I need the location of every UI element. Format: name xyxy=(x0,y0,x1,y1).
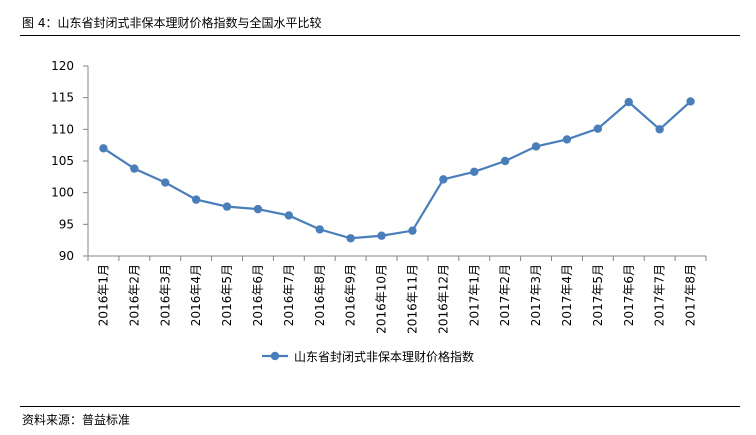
x-tick-label: 2016年1月 xyxy=(96,264,110,326)
data-point xyxy=(439,175,448,184)
data-point xyxy=(130,164,139,173)
x-tick-label: 2016年11月 xyxy=(405,264,419,334)
x-tick-label: 2017年4月 xyxy=(560,264,574,326)
title-divider xyxy=(20,35,740,36)
y-tick-label: 110 xyxy=(51,122,74,136)
x-tick-label: 2016年5月 xyxy=(220,264,234,326)
y-tick-label: 115 xyxy=(51,91,74,105)
x-tick-label: 2016年12月 xyxy=(436,264,450,334)
x-tick-label: 2016年2月 xyxy=(127,264,141,326)
x-tick-label: 2016年4月 xyxy=(189,264,203,326)
source-note: 资料来源：普益标准 xyxy=(22,413,131,427)
data-point xyxy=(315,225,324,234)
x-tick-label: 2017年1月 xyxy=(467,264,481,326)
data-point xyxy=(500,156,510,166)
data-point xyxy=(222,202,232,211)
data-point xyxy=(624,97,633,107)
y-tick-label: 120 xyxy=(51,59,74,73)
data-point xyxy=(284,211,294,220)
x-tick-label: 2017年7月 xyxy=(653,264,667,326)
data-point xyxy=(191,195,201,204)
data-point xyxy=(562,135,572,144)
data-point xyxy=(408,226,417,235)
data-point xyxy=(161,178,170,187)
data-point xyxy=(593,124,603,133)
y-tick-label: 100 xyxy=(51,186,74,200)
data-point xyxy=(470,167,479,176)
x-tick-label: 2017年3月 xyxy=(529,264,543,326)
y-tick-label: 95 xyxy=(59,217,74,231)
x-tick-label: 2016年8月 xyxy=(313,264,327,326)
data-point xyxy=(377,231,386,240)
source-divider xyxy=(20,406,740,407)
x-tick-label: 2017年2月 xyxy=(498,264,512,326)
series-line xyxy=(102,100,692,240)
data-point xyxy=(531,142,541,151)
data-point xyxy=(253,204,263,214)
x-tick-label: 2016年7月 xyxy=(282,264,296,326)
x-tick-label: 2016年9月 xyxy=(344,264,358,326)
data-point xyxy=(346,234,355,243)
data-point xyxy=(686,97,695,106)
x-tick-label: 2016年10月 xyxy=(375,264,389,334)
legend-label: 山东省封闭式非保本理财价格指数 xyxy=(294,349,474,364)
x-tick-label: 2016年6月 xyxy=(251,264,265,326)
data-point xyxy=(655,125,664,134)
x-tick-label: 2017年6月 xyxy=(622,264,636,326)
data-point xyxy=(99,144,108,153)
x-tick-label: 2017年8月 xyxy=(684,264,698,326)
figure-title: 图 4：山东省封闭式非保本理财价格指数与全国水平比较 xyxy=(22,16,322,30)
y-tick-label: 90 xyxy=(59,249,74,263)
x-tick-label: 2017年5月 xyxy=(591,264,605,326)
legend-marker xyxy=(270,351,280,361)
y-tick-label: 105 xyxy=(51,154,74,168)
x-tick-label: 2016年3月 xyxy=(158,264,172,326)
